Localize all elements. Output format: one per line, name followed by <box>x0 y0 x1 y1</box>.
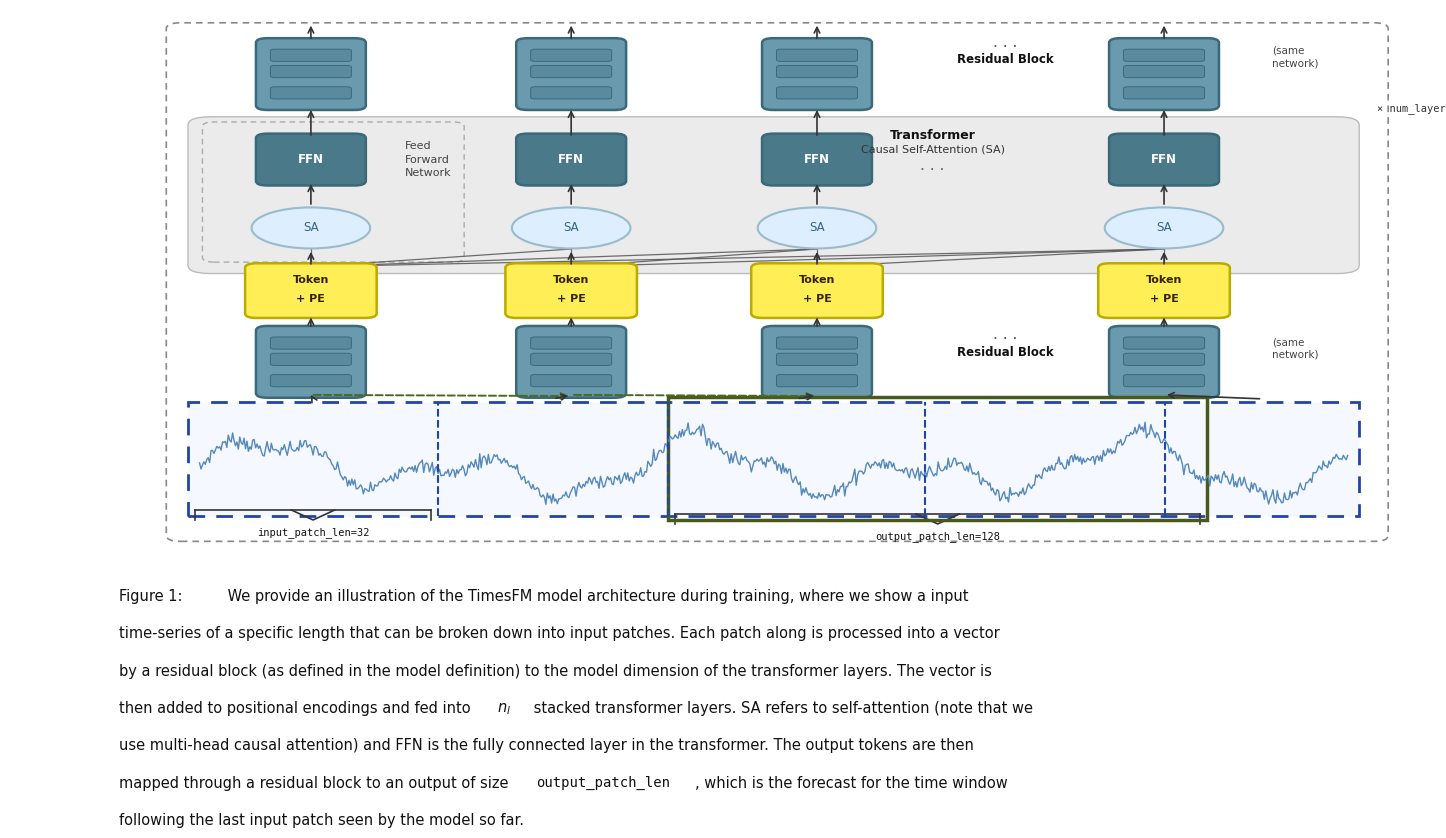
FancyBboxPatch shape <box>256 326 366 398</box>
Text: output_patch_len: output_patch_len <box>536 776 671 790</box>
FancyBboxPatch shape <box>531 87 612 99</box>
FancyBboxPatch shape <box>256 39 366 110</box>
FancyBboxPatch shape <box>188 116 1359 273</box>
Text: Residual Block: Residual Block <box>957 345 1053 359</box>
FancyBboxPatch shape <box>531 49 612 61</box>
FancyBboxPatch shape <box>1124 375 1205 387</box>
FancyBboxPatch shape <box>1124 87 1205 99</box>
Text: use multi-head causal attention) and FFN is the fully connected layer in the tra: use multi-head causal attention) and FFN… <box>119 738 973 753</box>
Text: SA: SA <box>564 221 578 235</box>
Text: + PE: + PE <box>557 293 586 303</box>
Text: Token: Token <box>552 276 590 286</box>
FancyBboxPatch shape <box>777 337 857 349</box>
FancyBboxPatch shape <box>762 39 872 110</box>
Text: following the last input patch seen by the model so far.: following the last input patch seen by t… <box>119 813 523 828</box>
Text: . . .: . . . <box>921 158 944 173</box>
Text: output_patch_len=128: output_patch_len=128 <box>875 531 1001 542</box>
FancyBboxPatch shape <box>1109 39 1219 110</box>
Text: Transformer: Transformer <box>889 129 976 142</box>
Ellipse shape <box>252 208 370 248</box>
Text: Token: Token <box>292 276 330 286</box>
Text: (same
network): (same network) <box>1272 46 1319 68</box>
FancyBboxPatch shape <box>1109 326 1219 398</box>
Text: FFN: FFN <box>558 153 584 166</box>
FancyBboxPatch shape <box>1124 337 1205 349</box>
FancyBboxPatch shape <box>516 39 626 110</box>
Ellipse shape <box>758 208 876 248</box>
Text: + PE: + PE <box>296 293 325 303</box>
FancyBboxPatch shape <box>777 65 857 78</box>
Text: SA: SA <box>810 221 824 235</box>
Text: Causal Self-Attention (SA): Causal Self-Attention (SA) <box>860 144 1005 154</box>
FancyBboxPatch shape <box>270 49 351 61</box>
Text: Feed
Forward
Network: Feed Forward Network <box>405 142 451 178</box>
FancyBboxPatch shape <box>1124 49 1205 61</box>
Text: · · ·: · · · <box>993 39 1017 54</box>
FancyBboxPatch shape <box>506 263 636 318</box>
Bar <box>188 401 1359 515</box>
FancyBboxPatch shape <box>531 354 612 365</box>
FancyBboxPatch shape <box>777 49 857 61</box>
Text: + PE: + PE <box>803 293 831 303</box>
Text: (same
network): (same network) <box>1272 338 1319 360</box>
FancyBboxPatch shape <box>531 375 612 387</box>
FancyBboxPatch shape <box>1124 65 1205 78</box>
Ellipse shape <box>512 208 630 248</box>
FancyBboxPatch shape <box>1109 133 1219 185</box>
Text: then added to positional encodings and fed into: then added to positional encodings and f… <box>119 701 474 716</box>
Text: SA: SA <box>1157 221 1171 235</box>
FancyBboxPatch shape <box>270 337 351 349</box>
Text: Token: Token <box>1145 276 1183 286</box>
FancyBboxPatch shape <box>244 263 376 318</box>
Text: input_patch_len=32: input_patch_len=32 <box>257 527 369 538</box>
FancyBboxPatch shape <box>516 326 626 398</box>
Text: stacked transformer layers. SA refers to self-attention (note that we: stacked transformer layers. SA refers to… <box>529 701 1032 716</box>
FancyBboxPatch shape <box>777 87 857 99</box>
Text: Figure 1:: Figure 1: <box>119 589 187 604</box>
FancyBboxPatch shape <box>270 65 351 78</box>
FancyBboxPatch shape <box>531 65 612 78</box>
FancyBboxPatch shape <box>777 375 857 387</box>
FancyBboxPatch shape <box>256 133 366 185</box>
Ellipse shape <box>1105 208 1223 248</box>
Text: Token: Token <box>798 276 836 286</box>
FancyBboxPatch shape <box>516 133 626 185</box>
Text: · · ·: · · · <box>993 332 1017 347</box>
Text: SA: SA <box>304 221 318 235</box>
Bar <box>668 397 1207 520</box>
FancyBboxPatch shape <box>270 354 351 365</box>
FancyBboxPatch shape <box>752 263 882 318</box>
Text: FFN: FFN <box>298 153 324 166</box>
Text: FFN: FFN <box>1151 153 1177 166</box>
Text: , which is the forecast for the time window: , which is the forecast for the time win… <box>696 776 1008 791</box>
Text: mapped through a residual block to an output of size: mapped through a residual block to an ou… <box>119 776 513 791</box>
Text: by a residual block (as defined in the model definition) to the model dimension : by a residual block (as defined in the m… <box>119 664 992 679</box>
FancyBboxPatch shape <box>762 326 872 398</box>
FancyBboxPatch shape <box>762 133 872 185</box>
FancyBboxPatch shape <box>1099 263 1231 318</box>
Text: × num_layers: × num_layers <box>1377 103 1446 114</box>
Text: We provide an illustration of the TimesFM model architecture during training, wh: We provide an illustration of the TimesF… <box>223 589 969 604</box>
Text: + PE: + PE <box>1150 293 1178 303</box>
FancyBboxPatch shape <box>1124 354 1205 365</box>
Text: FFN: FFN <box>804 153 830 166</box>
FancyBboxPatch shape <box>777 354 857 365</box>
Text: $n_l$: $n_l$ <box>497 701 510 716</box>
Text: time-series of a specific length that can be broken down into input patches. Eac: time-series of a specific length that ca… <box>119 627 999 641</box>
FancyBboxPatch shape <box>270 375 351 387</box>
FancyBboxPatch shape <box>270 87 351 99</box>
Text: Residual Block: Residual Block <box>957 53 1053 65</box>
FancyBboxPatch shape <box>531 337 612 349</box>
